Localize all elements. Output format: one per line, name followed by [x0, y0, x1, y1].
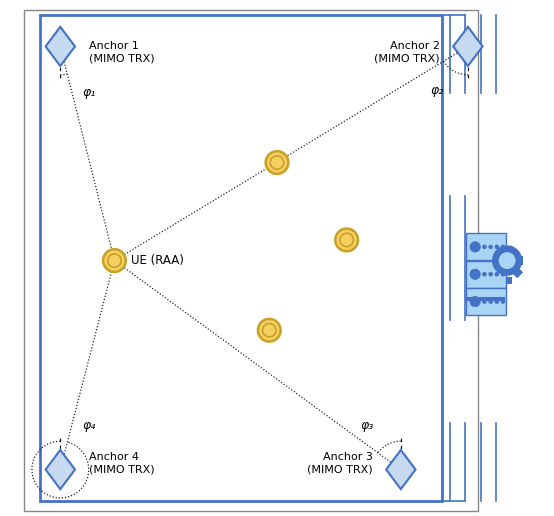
- Circle shape: [489, 272, 492, 276]
- Circle shape: [270, 156, 284, 169]
- Text: UE (RAA): UE (RAA): [131, 254, 184, 267]
- Text: Anchor 3
(MIMO TRX): Anchor 3 (MIMO TRX): [307, 453, 372, 475]
- Text: φ₄: φ₄: [82, 419, 95, 432]
- Circle shape: [258, 319, 281, 342]
- Circle shape: [340, 233, 353, 247]
- Circle shape: [107, 254, 121, 267]
- FancyBboxPatch shape: [466, 261, 506, 288]
- Circle shape: [470, 241, 480, 252]
- Circle shape: [501, 245, 505, 248]
- Bar: [504, 277, 512, 284]
- Polygon shape: [386, 450, 416, 489]
- Text: φ₃: φ₃: [361, 419, 374, 432]
- Polygon shape: [45, 27, 75, 66]
- Polygon shape: [45, 450, 75, 489]
- Bar: [485, 265, 491, 273]
- Polygon shape: [453, 27, 483, 66]
- Circle shape: [495, 245, 499, 248]
- Circle shape: [495, 272, 499, 276]
- Bar: [24, 10, 478, 511]
- Bar: [516, 256, 523, 265]
- Bar: [468, 297, 505, 300]
- Circle shape: [493, 246, 521, 275]
- Bar: [495, 246, 504, 252]
- Circle shape: [489, 245, 492, 248]
- Bar: [507, 246, 517, 256]
- Circle shape: [489, 300, 492, 303]
- Text: φ₁: φ₁: [82, 86, 95, 100]
- Circle shape: [483, 272, 486, 276]
- Text: Anchor 4
(MIMO TRX): Anchor 4 (MIMO TRX): [89, 453, 154, 475]
- Bar: [484, 251, 495, 262]
- Circle shape: [470, 269, 480, 280]
- Circle shape: [483, 245, 486, 248]
- Bar: [512, 268, 523, 278]
- Circle shape: [495, 300, 499, 303]
- Text: Anchor 1
(MIMO TRX): Anchor 1 (MIMO TRX): [89, 41, 154, 63]
- Circle shape: [499, 253, 515, 268]
- FancyBboxPatch shape: [466, 233, 506, 260]
- Circle shape: [263, 324, 276, 337]
- Circle shape: [501, 300, 505, 303]
- Circle shape: [483, 300, 486, 303]
- Text: φ₂: φ₂: [430, 84, 444, 97]
- Circle shape: [103, 249, 126, 272]
- Circle shape: [470, 296, 480, 307]
- Circle shape: [501, 272, 505, 276]
- FancyBboxPatch shape: [466, 288, 506, 315]
- Bar: [40, 15, 442, 501]
- Bar: [490, 273, 501, 284]
- Circle shape: [266, 151, 288, 174]
- Circle shape: [335, 229, 358, 251]
- Text: Anchor 2
(MIMO TRX): Anchor 2 (MIMO TRX): [374, 41, 439, 63]
